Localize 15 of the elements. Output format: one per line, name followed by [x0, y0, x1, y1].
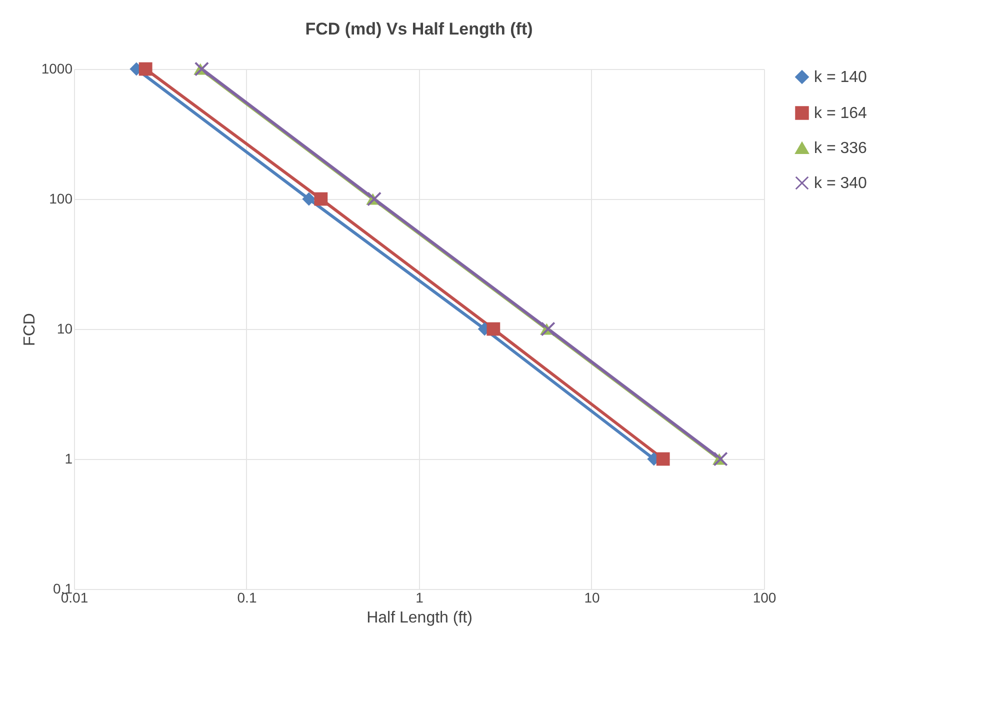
legend-label: k = 164: [814, 105, 868, 122]
x-tick-label: 100: [752, 590, 776, 606]
y-axis-title: FCD: [21, 313, 38, 346]
x-tick-label: 1: [416, 590, 424, 606]
legend-label: k = 336: [814, 140, 868, 157]
chart-title: FCD (md) Vs Half Length (ft): [305, 20, 533, 39]
x-tick-label: 10: [584, 590, 600, 606]
x-tick-label: 0.1: [237, 590, 257, 606]
legend-label: k = 340: [814, 175, 868, 192]
y-tick-label: 1: [64, 450, 73, 466]
legend-label: k = 140: [814, 69, 868, 86]
x-axis-title: Half Length (ft): [366, 610, 472, 626]
y-tick-label: 1000: [41, 60, 73, 76]
y-tick-label: 100: [49, 190, 73, 206]
y-tick-label: 10: [56, 320, 73, 336]
